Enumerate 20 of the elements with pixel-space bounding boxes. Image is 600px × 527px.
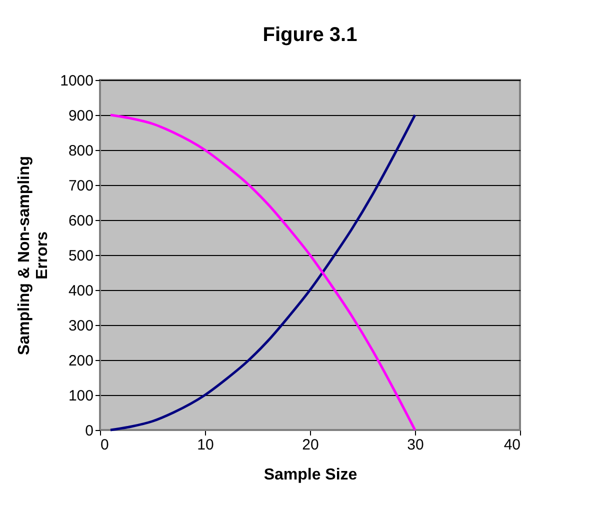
x-tick-label: 0	[100, 436, 109, 454]
line-series	[109, 114, 416, 432]
y-tick-label: 500	[68, 248, 94, 264]
y-tick-label: 800	[68, 142, 94, 160]
x-tick-label: 20	[302, 436, 319, 454]
x-tick-label: 40	[504, 436, 520, 454]
y-tick-label: 700	[68, 178, 94, 194]
chart-title: Figure 3.1	[262, 24, 358, 46]
x-tick-label: 30	[407, 436, 424, 454]
y-tick-label: 900	[68, 108, 94, 124]
y-tick-label: 0	[85, 422, 94, 440]
y-tick-label: 200	[68, 352, 94, 370]
y-tick-label: 600	[68, 212, 94, 230]
x-tick-label: 10	[197, 436, 214, 454]
x-axis-title: Sample Size	[264, 466, 358, 484]
y-axis-title: Sampling & Non-sampling Errors	[16, 156, 52, 356]
y-tick-label: 1000	[60, 72, 94, 90]
y-tick-label: 300	[68, 318, 94, 334]
y-tick-label: 100	[68, 388, 94, 404]
y-tick-label: 400	[68, 282, 94, 300]
